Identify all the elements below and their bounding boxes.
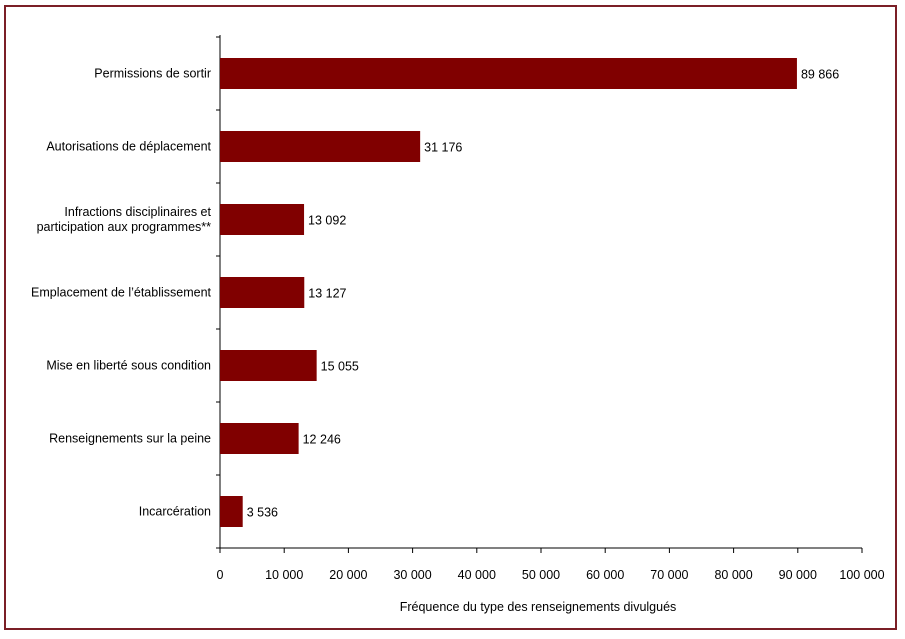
- x-tick-label: 60 000: [586, 568, 624, 582]
- x-tick-label: 40 000: [458, 568, 496, 582]
- x-tick-label: 20 000: [329, 568, 367, 582]
- category-label: participation aux programmes**: [37, 220, 212, 234]
- data-label: 31 176: [424, 141, 462, 155]
- data-label: 12 246: [303, 433, 341, 447]
- category-label: Mise en liberté sous condition: [46, 359, 211, 373]
- bar: [220, 277, 305, 308]
- x-tick-label: 70 000: [650, 568, 688, 582]
- data-label: 15 055: [321, 360, 359, 374]
- data-label: 13 092: [308, 214, 346, 228]
- data-label: 89 866: [801, 68, 839, 82]
- category-label: Infractions disciplinaires et: [64, 205, 211, 219]
- category-label: Incarcération: [139, 505, 211, 519]
- x-tick-label: 90 000: [779, 568, 817, 582]
- data-label: 13 127: [308, 287, 346, 301]
- data-label: 3 536: [247, 506, 278, 520]
- bar: [220, 58, 797, 89]
- x-tick-label: 100 000: [839, 568, 884, 582]
- category-label: Autorisations de déplacement: [46, 140, 211, 154]
- bar: [220, 204, 305, 235]
- category-label: Permissions de sortir: [94, 67, 211, 81]
- bar: [220, 131, 421, 162]
- category-label: Emplacement de l’établissement: [31, 286, 211, 300]
- category-label: Renseignements sur la peine: [49, 432, 211, 446]
- x-tick-label: 80 000: [714, 568, 752, 582]
- bar: [220, 423, 299, 454]
- x-tick-label: 50 000: [522, 568, 560, 582]
- x-tick-label: 0: [217, 568, 224, 582]
- bar: [220, 496, 243, 527]
- x-axis-title: Fréquence du type des renseignements div…: [400, 600, 677, 614]
- x-tick-label: 10 000: [265, 568, 303, 582]
- chart-frame: [4, 5, 897, 630]
- x-tick-label: 30 000: [393, 568, 431, 582]
- bar: [220, 350, 317, 381]
